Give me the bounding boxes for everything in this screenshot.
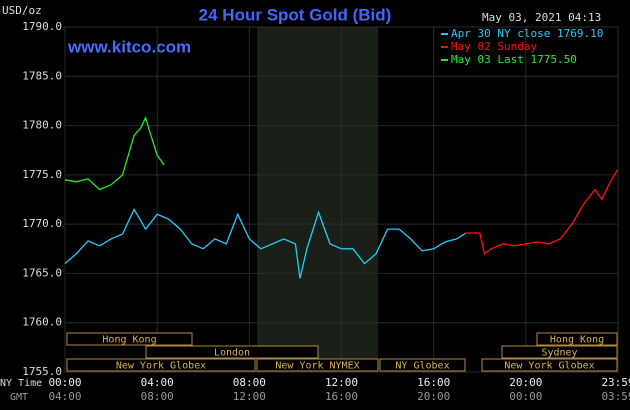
session-bar — [481, 358, 618, 372]
x2-tick-label: 00:00 — [509, 390, 542, 403]
session-label: New York NYMEX — [275, 361, 359, 372]
x2-tick-label: 04:00 — [48, 390, 81, 403]
x-tick-label: 23:59 — [601, 376, 630, 389]
session-label: New York Globex — [116, 361, 206, 372]
nymex-shade — [257, 27, 378, 372]
y-tick-label: 1775.0 — [22, 168, 62, 181]
x-tick-label: 16:00 — [417, 376, 450, 389]
session-bar — [536, 332, 618, 346]
legend-entry: May 02 Sunday — [451, 40, 537, 53]
watermark: www.kitco.com — [67, 37, 191, 56]
session-bar — [66, 358, 256, 372]
y-tick-label: 1765.0 — [22, 266, 62, 279]
x2-axis-label: GMT — [10, 392, 28, 403]
price-line — [465, 169, 619, 255]
legend-entry: Apr 30 NY close 1769.10 — [451, 27, 603, 40]
x-tick-label: 08:00 — [233, 376, 266, 389]
x2-tick-label: 08:00 — [141, 390, 174, 403]
session-bar — [256, 358, 379, 372]
session-label: New York Globex — [504, 361, 594, 372]
y-tick-label: 1790.0 — [22, 20, 62, 33]
x2-tick-label: 12:00 — [233, 390, 266, 403]
x-axis-label: NY Time — [0, 378, 42, 389]
x2-tick-label: 03:59 — [601, 390, 630, 403]
x-tick-label: 20:00 — [509, 376, 542, 389]
y-tick-label: 1770.0 — [22, 217, 62, 230]
session-label: Hong Kong — [550, 335, 604, 346]
x-tick-label: 00:00 — [48, 376, 81, 389]
session-bar — [501, 345, 618, 359]
y-tick-label: 1760.0 — [22, 316, 62, 329]
session-label: Sydney — [541, 348, 577, 359]
x2-tick-label: 20:00 — [417, 390, 450, 403]
x-tick-label: 12:00 — [325, 376, 358, 389]
timestamp: May 03, 2021 04:13 — [482, 11, 601, 24]
session-bar — [379, 358, 466, 372]
y-axis-label: USD/oz — [2, 4, 42, 17]
legend-entry: May 03 Last 1775.50 — [451, 53, 577, 66]
session-bar — [145, 345, 319, 359]
price-line — [64, 115, 165, 191]
y-tick-label: 1780.0 — [22, 119, 62, 132]
x2-tick-label: 16:00 — [325, 390, 358, 403]
y-tick-label: 1785.0 — [22, 69, 62, 82]
session-label: London — [214, 348, 250, 359]
chart-title: 24 Hour Spot Gold (Bid) — [199, 5, 392, 24]
y-tick-label: 1755.0 — [22, 365, 62, 378]
session-bar — [66, 332, 193, 346]
session-label: NY Globex — [395, 361, 449, 372]
session-label: Hong Kong — [102, 335, 156, 346]
price-line — [64, 208, 467, 279]
x-tick-label: 04:00 — [141, 376, 174, 389]
